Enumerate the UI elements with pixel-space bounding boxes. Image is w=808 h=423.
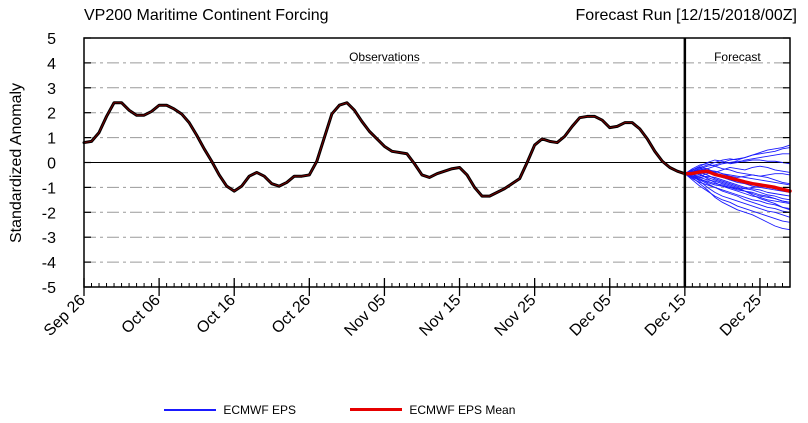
ensemble-member-line <box>684 172 791 211</box>
y-axis-label: Standardized Anomaly <box>8 83 25 243</box>
x-tick-label: Dec 05 <box>567 292 615 340</box>
x-tick-label: Oct 16 <box>194 292 239 337</box>
ensemble-member-line <box>684 173 791 203</box>
region-labels: Observations Forecast <box>349 50 761 64</box>
ensemble-member-line <box>684 144 791 175</box>
region-label-observations: Observations <box>349 50 420 64</box>
legend-mean: ECMWF EPS Mean <box>350 402 515 417</box>
x-tick-label: Nov 05 <box>341 292 389 340</box>
ensemble-member-line <box>684 173 791 213</box>
x-tick-label: Dec 15 <box>642 292 690 340</box>
main-lines <box>82 101 792 198</box>
ensemble-member-line <box>684 163 791 177</box>
y-tick-label: 0 <box>47 156 56 173</box>
legend-swatch-mean <box>350 408 402 412</box>
ensemble-member-line <box>684 167 791 193</box>
ensemble-member-line <box>684 173 791 197</box>
y-tick-label: -4 <box>42 255 56 272</box>
grid-layer <box>84 62 790 263</box>
y-tick-label: -1 <box>42 180 56 197</box>
x-tick-label: Dec 25 <box>717 292 765 340</box>
x-tick-label: Oct 06 <box>119 292 164 337</box>
x-tick-label: Sep 26 <box>41 292 89 340</box>
legend-label-ensemble: ECMWF EPS <box>223 402 297 417</box>
y-tick-label: -5 <box>42 280 56 297</box>
ensemble-member-line <box>684 173 791 218</box>
y-tick-label: 3 <box>47 81 56 98</box>
y-tick-label: -2 <box>42 205 56 222</box>
ensemble-member-line <box>684 173 791 231</box>
y-tick-label: 5 <box>47 31 56 48</box>
y-tick-label: 2 <box>47 106 56 123</box>
chart-title: VP200 Maritime Continent Forcing <box>84 7 329 24</box>
ensemble-member-line <box>684 173 791 223</box>
x-tick-label: Nov 25 <box>492 292 540 340</box>
legend-swatch-ensemble <box>164 408 216 411</box>
legend-ensemble: ECMWF EPS <box>164 402 296 417</box>
legend-label-mean: ECMWF EPS Mean <box>409 402 516 417</box>
x-tick-label: Nov 15 <box>416 292 464 340</box>
x-tick-label: Oct 26 <box>269 292 314 337</box>
y-tick-label: 4 <box>47 56 56 73</box>
y-tick-label: 1 <box>47 131 56 148</box>
region-label-forecast: Forecast <box>714 50 761 64</box>
observations-line-highlight <box>83 102 685 197</box>
ensemble-mean-line <box>683 169 792 193</box>
run-label: Forecast Run [12/15/2018/00Z] <box>576 7 797 24</box>
y-tick-label: -3 <box>42 230 56 247</box>
